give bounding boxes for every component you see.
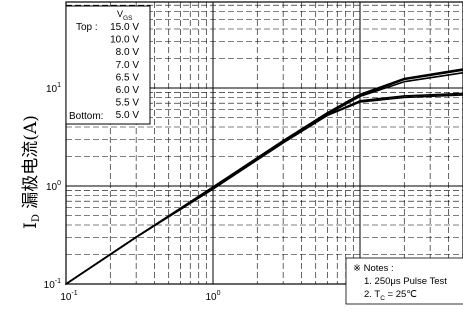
notes-line2-rest: = 25℃ xyxy=(385,289,417,300)
legend-entry-4: 6.5 V xyxy=(116,72,140,83)
x-tick-label-1: 100 xyxy=(205,290,220,303)
legend-entries: 15.0 V 10.0 V8.0 V 7.0 V6.5 V 6.0 V 5.5 V5.0… xyxy=(110,22,139,121)
y-axis-label-main: 漏极电流(A) xyxy=(21,115,41,214)
notes: ※ Notes : 1. 250μs Pulse Test 2. TC = 25… xyxy=(345,257,463,305)
legend-entry-7: 5.0 V xyxy=(116,110,140,121)
legend-box xyxy=(65,5,151,125)
y-tick-label-0: 10-1 xyxy=(44,278,61,291)
notes-line2: 2. TC = 25℃ xyxy=(364,289,417,302)
legend-entry-1: 10.0 V xyxy=(110,35,139,46)
notes-line1: 1. 250μs Pulse Test xyxy=(364,276,447,287)
notes-title: ※ Notes : xyxy=(353,263,394,274)
series-group xyxy=(65,68,463,285)
legend-entry-2: 8.0 V xyxy=(116,47,140,58)
series-line-4 xyxy=(65,94,463,285)
y-tick-label-1: 100 xyxy=(46,180,61,193)
notes-line2-main: 2. T xyxy=(364,289,380,300)
legend-header-sub: GS xyxy=(123,15,133,22)
legend-bottom-label: Bottom: xyxy=(69,111,103,122)
notes-line2-sub: C xyxy=(380,295,385,302)
x-tick-label-0: 10-1 xyxy=(60,290,77,303)
legend-entry-6: 5.5 V xyxy=(116,98,140,109)
legend-header: VGS xyxy=(117,9,133,22)
legend-entry-3: 7.0 V xyxy=(116,60,140,71)
legend-entry-0: 15.0 V xyxy=(110,22,139,33)
legend: VGS Top : Bottom: 15.0 V 10.0 V8.0 V 7.0 V… xyxy=(65,5,151,125)
y-axis-label: ID 漏极电流(A) xyxy=(21,115,42,229)
plot-frame xyxy=(65,1,463,285)
y-axis-label-sub: D xyxy=(31,214,42,222)
y-axis-label-prefix: I xyxy=(21,222,41,229)
y-tick-label-2: 101 xyxy=(46,82,61,95)
legend-top-label: Top : xyxy=(76,22,98,33)
legend-entry-5: 6.0 V xyxy=(116,85,140,96)
legend-header-main: V xyxy=(117,9,123,19)
notes-box xyxy=(345,257,463,305)
